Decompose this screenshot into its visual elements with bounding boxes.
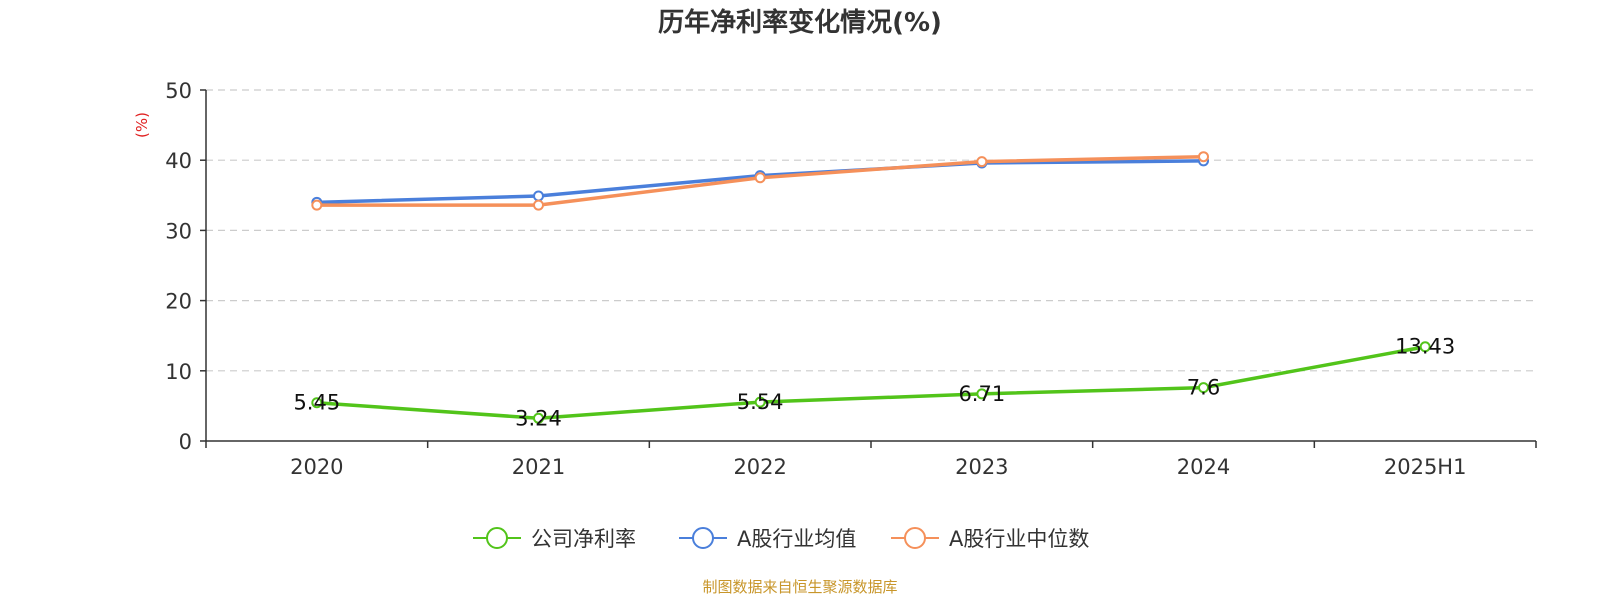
y-tick-label: 10 bbox=[165, 360, 192, 384]
data-point bbox=[976, 156, 988, 168]
data-label: 3.24 bbox=[515, 406, 562, 430]
data-point bbox=[754, 396, 766, 408]
data-point bbox=[533, 190, 544, 202]
y-tick-label: 40 bbox=[165, 149, 192, 173]
x-tick-label: 2024 bbox=[1177, 455, 1230, 479]
legend-marker bbox=[486, 527, 508, 549]
data-point bbox=[1198, 382, 1209, 394]
y-axis-label: (%) bbox=[133, 112, 151, 138]
legend-label: A股行业均值 bbox=[737, 527, 856, 551]
legend[interactable]: 公司净利率 A股行业均值 A股行业中位数 bbox=[473, 527, 1089, 551]
source-note: 制图数据来自恒生聚源数据库 bbox=[702, 578, 897, 596]
legend-marker bbox=[904, 527, 926, 549]
data-labels: 5.45 3.24 5.54 6.71 7.6 13.43 bbox=[293, 335, 1455, 431]
legend-label: A股行业中位数 bbox=[949, 527, 1089, 551]
x-tick-label: 2025H1 bbox=[1384, 455, 1467, 479]
x-tick-label: 2023 bbox=[955, 455, 1008, 479]
chart-title: 历年净利率变化情况(%) bbox=[658, 7, 942, 38]
data-point bbox=[976, 388, 988, 400]
legend-label: 公司净利率 bbox=[531, 527, 636, 551]
series-lines bbox=[311, 151, 1431, 424]
legend-item[interactable]: A股行业均值 bbox=[679, 527, 856, 551]
series-line bbox=[316, 345, 1426, 421]
x-tick-label: 2020 bbox=[290, 455, 343, 479]
data-label: 7.6 bbox=[1187, 376, 1220, 400]
data-label: 6.71 bbox=[958, 382, 1005, 406]
data-point bbox=[533, 412, 544, 424]
y-tick-label: 0 bbox=[179, 430, 192, 454]
data-point bbox=[754, 172, 766, 184]
data-point bbox=[533, 199, 544, 211]
y-tick-label: 20 bbox=[165, 290, 192, 314]
data-point bbox=[311, 397, 323, 409]
data-label: 5.54 bbox=[737, 390, 784, 414]
legend-marker bbox=[692, 527, 714, 549]
data-point bbox=[1198, 151, 1209, 163]
legend-item[interactable]: A股行业中位数 bbox=[891, 527, 1089, 551]
y-tick-label: 30 bbox=[165, 219, 192, 243]
axes: 0 10 20 30 40 50 2020 2021 2022 2023 2024 2025H1 bbox=[165, 79, 1537, 479]
x-tick-label: 2022 bbox=[733, 455, 786, 479]
data-point bbox=[1419, 341, 1431, 353]
x-tick-label: 2021 bbox=[512, 455, 565, 479]
grid-lines bbox=[206, 89, 1536, 372]
y-tick-label: 50 bbox=[165, 79, 192, 103]
data-point bbox=[311, 199, 323, 211]
data-label: 13.43 bbox=[1395, 335, 1455, 359]
data-label: 5.45 bbox=[293, 391, 340, 415]
legend-item[interactable]: 公司净利率 bbox=[473, 527, 636, 551]
